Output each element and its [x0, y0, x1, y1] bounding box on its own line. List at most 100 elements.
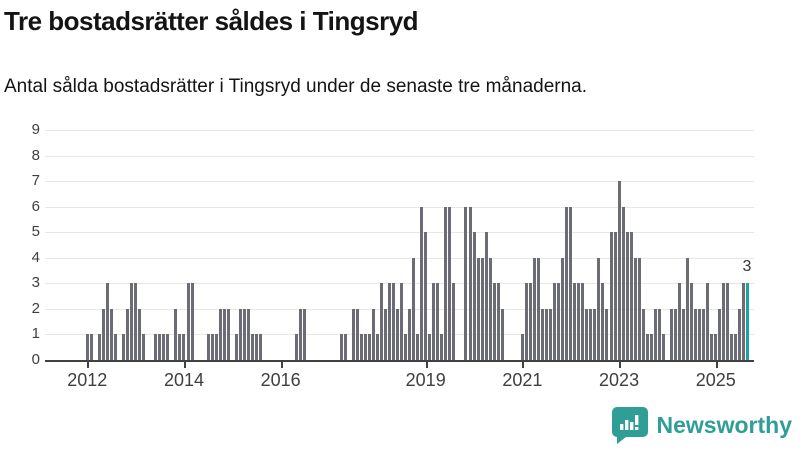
brand-name: Newsworthy — [656, 412, 792, 438]
gridline — [45, 283, 754, 285]
x-tick-label: 2023 — [599, 370, 640, 390]
gridline — [45, 257, 754, 259]
bar-month — [476, 257, 480, 360]
bar-month — [109, 308, 113, 360]
y-tick-label: 6 — [31, 197, 40, 215]
x-tick-mark — [87, 362, 90, 368]
bar-month — [677, 283, 681, 360]
bar-month — [661, 334, 665, 360]
x-tick-mark — [522, 362, 525, 368]
bar-month — [295, 334, 299, 360]
bar-month — [569, 206, 573, 360]
bar-month — [702, 308, 706, 360]
bar-month — [432, 283, 436, 360]
bar-month — [561, 257, 565, 360]
bar-month — [246, 308, 250, 360]
bar-month — [154, 334, 158, 360]
bar-month — [524, 283, 528, 360]
x-tick-mark — [183, 362, 186, 368]
bar-month — [468, 206, 472, 360]
newsworthy-logo-icon — [611, 407, 648, 444]
y-tick-label: 7 — [31, 172, 40, 190]
bar-month — [186, 283, 190, 360]
bar-month — [730, 334, 734, 360]
gridline — [45, 232, 754, 234]
bar-month — [428, 334, 432, 360]
y-tick-label: 3 — [31, 274, 40, 292]
bar-month — [85, 334, 89, 360]
bar-month — [706, 283, 710, 360]
bar-month — [472, 232, 476, 360]
bar-month — [351, 308, 355, 360]
bar-month — [637, 257, 641, 360]
bar-month — [126, 308, 130, 360]
bar-month — [649, 334, 653, 360]
bar-month — [488, 257, 492, 360]
bar-month — [448, 206, 452, 360]
bar-month — [97, 334, 101, 360]
bar-month — [528, 283, 532, 360]
bar-month — [371, 308, 375, 360]
bar-month — [686, 257, 690, 360]
y-tick-label: 2 — [31, 299, 40, 317]
x-tick-mark — [280, 362, 283, 368]
bar-month — [412, 257, 416, 360]
gridline — [45, 130, 754, 131]
bar-month — [645, 334, 649, 360]
x-tick-label: 2019 — [405, 370, 446, 390]
bar-month — [387, 283, 391, 360]
bar-month — [408, 308, 412, 360]
bar-latest-month-highlighted — [746, 283, 750, 360]
x-tick-label: 2012 — [67, 370, 108, 390]
x-tick-mark — [619, 362, 622, 368]
bar-month — [601, 283, 605, 360]
bar-month — [557, 283, 561, 360]
bar-month — [532, 257, 536, 360]
bar-month — [597, 257, 601, 360]
bar-month — [609, 232, 613, 360]
bar-month — [492, 283, 496, 360]
bar-month — [101, 308, 105, 360]
y-tick-label: 8 — [31, 146, 40, 164]
bar-month — [367, 334, 371, 360]
bar-month — [363, 334, 367, 360]
bar-month — [734, 334, 738, 360]
x-tick-label: 2025 — [695, 370, 736, 390]
bar-month — [138, 308, 142, 360]
gridline — [45, 308, 754, 310]
bar-month — [726, 283, 730, 360]
bar-month — [226, 308, 230, 360]
bar-month — [585, 308, 589, 360]
bar-month — [669, 308, 673, 360]
bar-month — [424, 232, 428, 360]
chart-title: Tre bostadsrätter såldes i Tingsryd — [4, 6, 419, 36]
bar-month — [234, 334, 238, 360]
bar-month — [520, 334, 524, 360]
bar-month — [299, 308, 303, 360]
y-tick-label: 9 — [31, 121, 40, 138]
bar-month — [355, 308, 359, 360]
bar-month — [254, 334, 258, 360]
bar-month — [484, 232, 488, 360]
x-tick-label: 2016 — [260, 370, 301, 390]
bar-month — [166, 334, 170, 360]
bar-month — [339, 334, 343, 360]
bar-month — [142, 334, 146, 360]
bar-month — [565, 206, 569, 360]
bar-month — [633, 257, 637, 360]
bar-month — [536, 257, 540, 360]
x-tick-label: 2014 — [163, 370, 205, 390]
bar-month — [613, 232, 617, 360]
bar-month — [214, 334, 218, 360]
bar-month — [343, 334, 347, 360]
bar-month — [625, 232, 629, 360]
bar-month — [436, 283, 440, 360]
bar-month — [496, 283, 500, 360]
y-tick-label: 5 — [31, 223, 40, 241]
bar-month — [259, 334, 262, 360]
gridline — [45, 181, 754, 183]
y-tick-label: 4 — [31, 248, 40, 266]
bar-month — [113, 334, 117, 360]
